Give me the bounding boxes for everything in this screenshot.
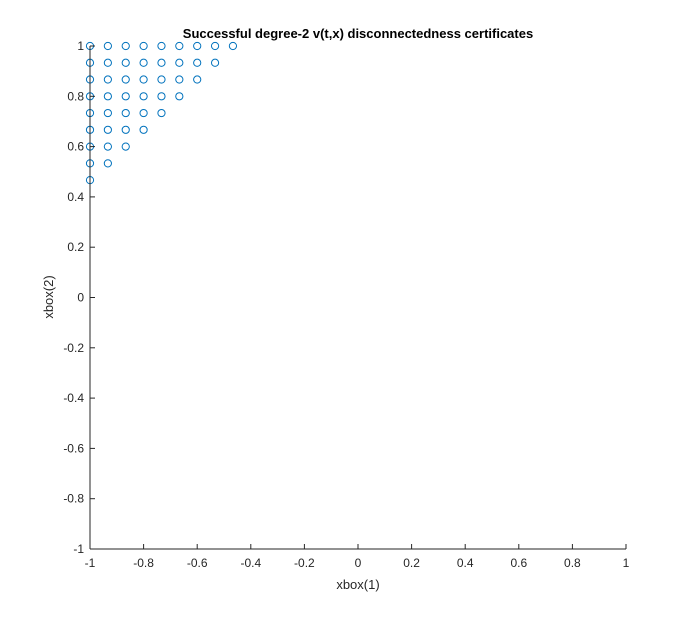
scatter-point	[193, 41, 202, 51]
scatter-point	[175, 92, 184, 101]
scatter-point	[103, 75, 112, 84]
y-tick-label: -1	[73, 542, 84, 556]
scatter-point	[193, 58, 202, 67]
y-tick-label: -0.4	[63, 391, 84, 405]
y-tick-label: -0.8	[63, 492, 84, 506]
scatter-point	[139, 58, 148, 67]
scatter-point	[103, 58, 112, 67]
scatter-point	[121, 41, 130, 51]
scatter-point	[157, 41, 166, 51]
scatter-point	[139, 108, 148, 118]
y-tick-label: -0.6	[63, 441, 84, 455]
x-ticks: -1 -0.8 -0.6 -0.4 -0.2 0 0.2 0.4 0.6 0.8 1	[85, 544, 630, 570]
y-tick-label: 0.8	[67, 89, 84, 103]
scatter-point	[210, 41, 220, 51]
y-tick-label: 0	[77, 291, 84, 305]
x-tick-label: 1	[623, 556, 630, 570]
y-tick-label: 1	[77, 39, 84, 53]
scatter-point	[121, 75, 130, 84]
scatter-point	[193, 75, 202, 84]
x-tick-label: 0	[355, 556, 362, 570]
x-tick-label: -0.8	[133, 556, 154, 570]
x-tick-label: -0.6	[187, 556, 208, 570]
x-tick-label: -0.4	[240, 556, 261, 570]
y-tick-label: -0.2	[63, 341, 84, 355]
scatter-point	[103, 108, 112, 118]
scatter-point	[103, 92, 112, 101]
scatter-point	[175, 75, 184, 84]
scatter-point	[139, 125, 148, 134]
y-ticks: -1 -0.8 -0.6 -0.4 -0.2 0 0.2 0.4 0.6 0.8 1	[63, 39, 95, 556]
scatter-point	[157, 92, 166, 101]
scatter-point	[103, 125, 112, 134]
x-tick-label: 0.2	[403, 556, 420, 570]
scatter-point	[175, 58, 184, 67]
scatter-point	[139, 92, 148, 101]
y-axis-label: xbox(2)	[41, 275, 56, 318]
y-tick-label: 0.6	[67, 140, 84, 154]
scatter-point	[139, 75, 148, 84]
scatter-point	[228, 41, 238, 51]
scatter-point	[103, 159, 112, 168]
scatter-point	[103, 41, 112, 51]
y-tick-label: 0.2	[67, 240, 84, 254]
x-tick-label: 0.4	[457, 556, 474, 570]
y-tick-label: 0.4	[67, 190, 84, 204]
scatter-point	[121, 58, 130, 67]
scatter-point	[157, 58, 166, 67]
chart-title: Successful degree-2 v(t,x) disconnectedn…	[183, 26, 533, 41]
scatter-point	[121, 108, 130, 118]
x-tick-label: 0.6	[510, 556, 527, 570]
scatter-point	[121, 92, 130, 101]
scatter-point	[157, 75, 166, 84]
x-tick-label: -0.2	[294, 556, 315, 570]
scatter-point	[210, 58, 220, 67]
scatter-point	[175, 41, 184, 51]
plot-area	[90, 46, 626, 549]
scatter-point	[121, 125, 130, 134]
scatter-point	[139, 41, 148, 51]
x-tick-label: 0.8	[564, 556, 581, 570]
x-axis-label: xbox(1)	[336, 577, 379, 592]
scatter-point	[103, 142, 112, 151]
scatter-point	[121, 142, 130, 151]
x-tick-label: -1	[85, 556, 96, 570]
scatter-point	[157, 108, 166, 118]
